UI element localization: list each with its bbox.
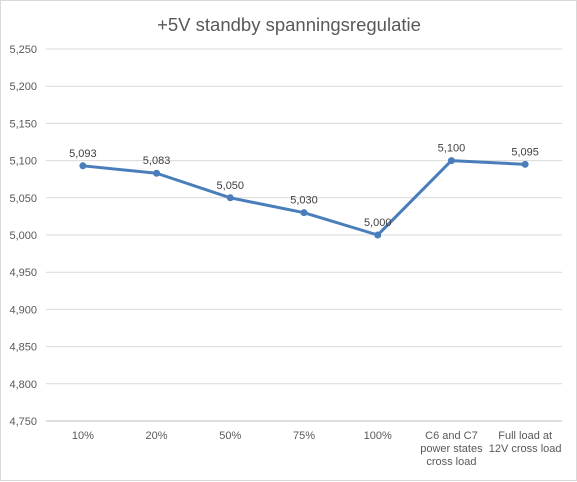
x-tick-label-line: 50%: [219, 430, 241, 442]
x-tick-label: 50%: [219, 430, 241, 442]
x-tick-label: C6 and C7 power states cross load: [420, 430, 483, 468]
y-tick-label: 4,950: [9, 267, 37, 279]
data-label: 5,000: [364, 217, 392, 229]
data-label: 5,093: [69, 148, 97, 160]
x-tick-label: 20%: [146, 430, 168, 442]
y-tick-label: 5,200: [9, 81, 37, 93]
y-tick-label: 5,100: [9, 156, 37, 168]
x-tick-label-line: 75%: [293, 430, 315, 442]
y-tick-label: 4,800: [9, 379, 37, 391]
y-tick-label: 4,750: [9, 416, 37, 428]
data-label: 5,050: [217, 180, 245, 192]
x-tick-label-line: power states: [420, 443, 483, 455]
data-label: 5,095: [511, 146, 539, 158]
x-tick-label-line: 12V cross load: [489, 443, 562, 455]
x-tick-label-line: 20%: [146, 430, 168, 442]
y-tick-label: 4,900: [9, 304, 37, 316]
data-label: 5,083: [143, 155, 171, 167]
x-tick-label: Full load at 12V cross load: [489, 430, 562, 455]
data-point: [374, 231, 382, 239]
x-tick-label-line: 100%: [364, 430, 392, 442]
data-label: 5,100: [438, 143, 466, 155]
y-tick-label: 5,150: [9, 118, 37, 130]
chart-title: +5V standby spanningsregulatie: [157, 14, 421, 35]
data-point: [226, 194, 234, 202]
x-tick-label-line: 10%: [72, 430, 94, 442]
x-tick-label: 10%: [72, 430, 94, 442]
data-point: [521, 160, 529, 168]
data-point: [447, 157, 455, 165]
x-tick-label-line: cross load: [426, 456, 476, 468]
x-tick-label-line: Full load at: [498, 430, 552, 442]
x-tick-label: 75%: [293, 430, 315, 442]
y-tick-label: 5,250: [9, 44, 37, 56]
data-point: [79, 162, 87, 170]
y-tick-label: 4,850: [9, 342, 37, 354]
data-point: [300, 209, 308, 217]
y-tick-label: 5,050: [9, 193, 37, 205]
x-tick-label: 100%: [364, 430, 392, 442]
y-tick-label: 5,000: [9, 230, 37, 242]
data-label: 5,030: [290, 195, 318, 207]
x-tick-label-line: C6 and C7: [425, 430, 478, 442]
data-point: [153, 169, 161, 177]
